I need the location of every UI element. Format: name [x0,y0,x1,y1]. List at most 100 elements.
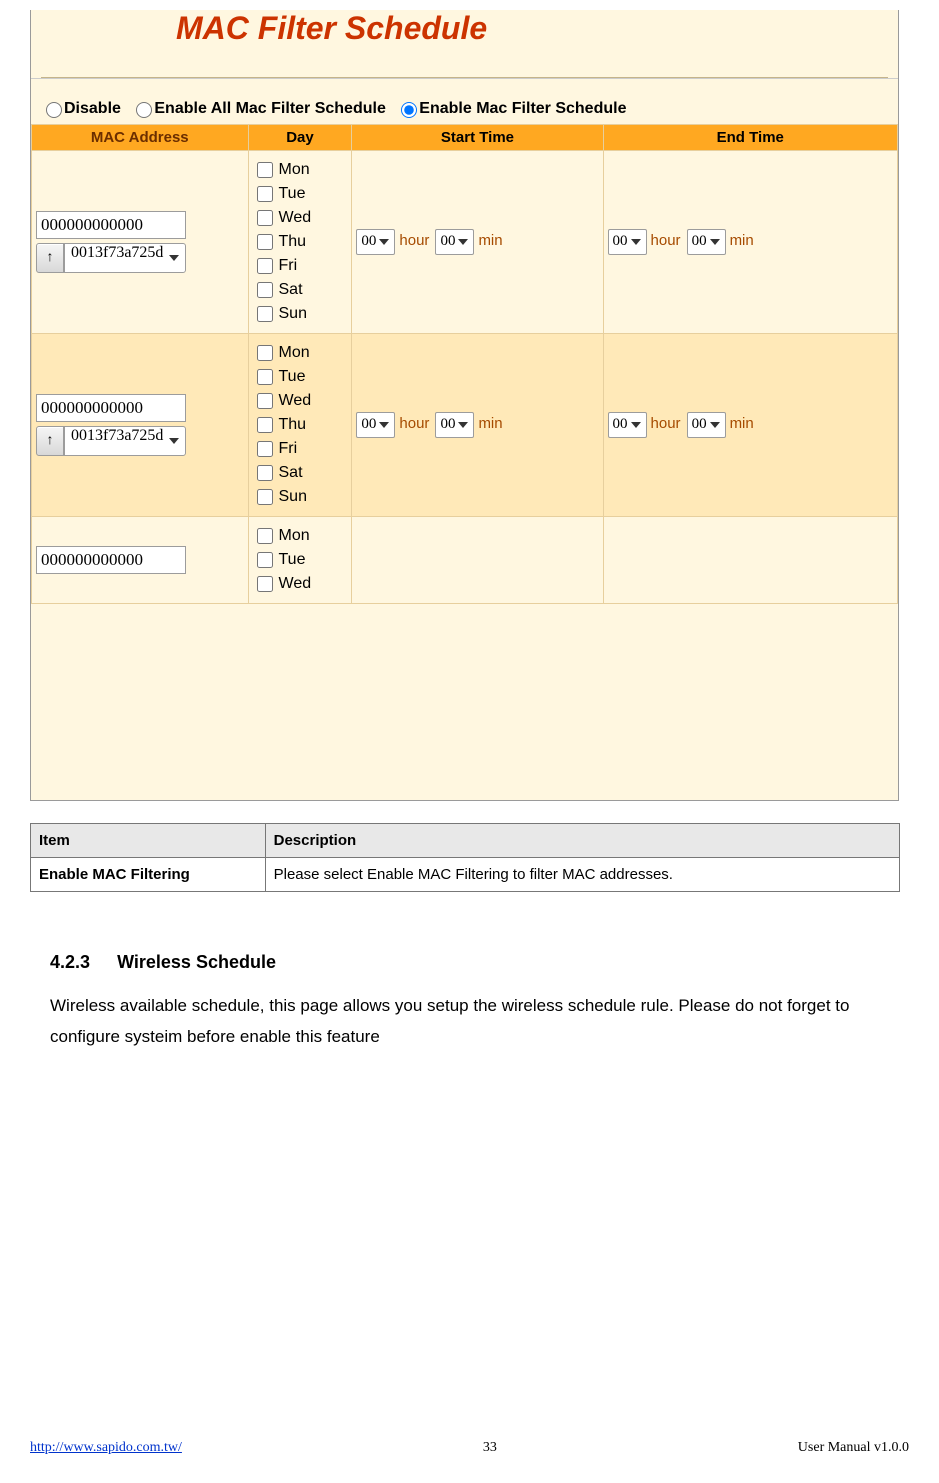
day-label: Tue [279,185,306,203]
day-label: Mon [279,527,310,545]
radio-disable-label: Disable [64,100,121,117]
router-screenshot: MAC Filter Schedule Disable Enable All M… [30,10,899,801]
mac-input[interactable] [36,394,186,422]
radio-disable[interactable] [46,102,62,118]
day-label: Mon [279,161,310,179]
end-time-cell: 00hour00min [603,151,897,334]
day-checkbox-mon[interactable] [257,345,273,361]
end-time-cell [603,517,897,604]
day-checkbox-tue[interactable] [257,186,273,202]
start-min-select[interactable]: 00 [435,229,474,255]
start-time-cell [352,517,603,604]
day-checkbox-tue[interactable] [257,552,273,568]
day-cell: Mon Tue Wed [248,517,352,604]
table-row: Mon Tue Wed [32,517,898,604]
hour-label: hour [399,415,429,432]
day-checkbox-sun[interactable] [257,489,273,505]
title-area: MAC Filter Schedule [31,10,898,79]
mac-input[interactable] [36,546,186,574]
page-footer: http://www.sapido.com.tw/ 33 User Manual… [0,1440,939,1468]
day-checkbox-fri[interactable] [257,258,273,274]
desc-row: Enable MAC FilteringPlease select Enable… [31,858,900,892]
day-label: Tue [279,368,306,386]
mac-select[interactable]: 0013f73a725d [64,426,186,456]
day-label: Sat [279,281,303,299]
day-checkbox-wed[interactable] [257,576,273,592]
th-description: Description [265,824,899,858]
radio-enable-all[interactable] [136,102,152,118]
mac-select[interactable]: 0013f73a725d [64,243,186,273]
day-label: Sun [279,305,307,323]
day-label: Wed [279,575,312,593]
day-label: Fri [279,257,298,275]
min-label: min [478,232,502,249]
day-checkbox-thu[interactable] [257,417,273,433]
radio-enable-all-label: Enable All Mac Filter Schedule [154,100,385,117]
day-checkbox-mon[interactable] [257,162,273,178]
day-checkbox-wed[interactable] [257,393,273,409]
day-label: Sun [279,488,307,506]
hour-label: hour [651,415,681,432]
day-checkbox-mon[interactable] [257,528,273,544]
section-heading: 4.2.3 Wireless Schedule [50,952,889,973]
mac-input[interactable] [36,211,186,239]
day-checkbox-sat[interactable] [257,282,273,298]
section-4-2-3: 4.2.3 Wireless Schedule Wireless availab… [0,892,939,1052]
end-min-select[interactable]: 00 [687,412,726,438]
table-row: ↑0013f73a725dMonTueWedThuFriSatSun00hour… [32,334,898,517]
day-label: Fri [279,440,298,458]
day-checkbox-sun[interactable] [257,306,273,322]
day-checkbox-fri[interactable] [257,441,273,457]
radio-enable[interactable] [401,102,417,118]
day-label: Thu [279,416,307,434]
start-hour-select[interactable]: 00 [356,229,395,255]
min-label: min [730,415,754,432]
start-hour-select[interactable]: 00 [356,412,395,438]
th-end: End Time [603,125,897,151]
arrow-up-button[interactable]: ↑ [36,243,64,273]
desc-item: Enable MAC Filtering [31,858,266,892]
section-number: 4.2.3 [50,952,90,972]
min-label: min [730,232,754,249]
hour-label: hour [651,232,681,249]
th-item: Item [31,824,266,858]
start-time-cell: 00hour00min [352,334,603,517]
table-row: ↑0013f73a725dMonTueWedThuFriSatSun00hour… [32,151,898,334]
day-checkbox-sat[interactable] [257,465,273,481]
end-hour-select[interactable]: 00 [608,412,647,438]
end-min-select[interactable]: 00 [687,229,726,255]
arrow-up-button[interactable]: ↑ [36,426,64,456]
th-day: Day [248,125,352,151]
hour-label: hour [399,232,429,249]
day-label: Wed [279,209,312,227]
mode-radio-group: Disable Enable All Mac Filter Schedule E… [31,79,898,124]
footer-page: 33 [483,1440,497,1456]
desc-text: Please select Enable MAC Filtering to fi… [265,858,899,892]
page-title: MAC Filter Schedule [41,10,888,47]
radio-enable-label: Enable Mac Filter Schedule [419,100,626,117]
day-checkbox-tue[interactable] [257,369,273,385]
start-min-select[interactable]: 00 [435,412,474,438]
day-checkbox-wed[interactable] [257,210,273,226]
schedule-table: MAC Address Day Start Time End Time ↑001… [31,124,898,604]
end-time-cell: 00hour00min [603,334,897,517]
end-hour-select[interactable]: 00 [608,229,647,255]
day-label: Wed [279,392,312,410]
mac-cell [32,517,249,604]
start-time-cell: 00hour00min [352,151,603,334]
footer-url[interactable]: http://www.sapido.com.tw/ [30,1440,182,1456]
description-table: Item Description Enable MAC FilteringPle… [30,823,900,892]
mac-cell: ↑0013f73a725d [32,151,249,334]
section-body: Wireless available schedule, this page a… [50,991,889,1052]
mac-cell: ↑0013f73a725d [32,334,249,517]
min-label: min [478,415,502,432]
footer-right: User Manual v1.0.0 [798,1440,909,1456]
th-mac: MAC Address [32,125,249,151]
section-title: Wireless Schedule [117,952,276,972]
day-label: Tue [279,551,306,569]
day-checkbox-thu[interactable] [257,234,273,250]
day-label: Thu [279,233,307,251]
day-cell: Mon Tue Wed Thu Fri Sat Sun [248,151,352,334]
day-cell: MonTueWedThuFriSatSun [248,334,352,517]
day-label: Sat [279,464,303,482]
